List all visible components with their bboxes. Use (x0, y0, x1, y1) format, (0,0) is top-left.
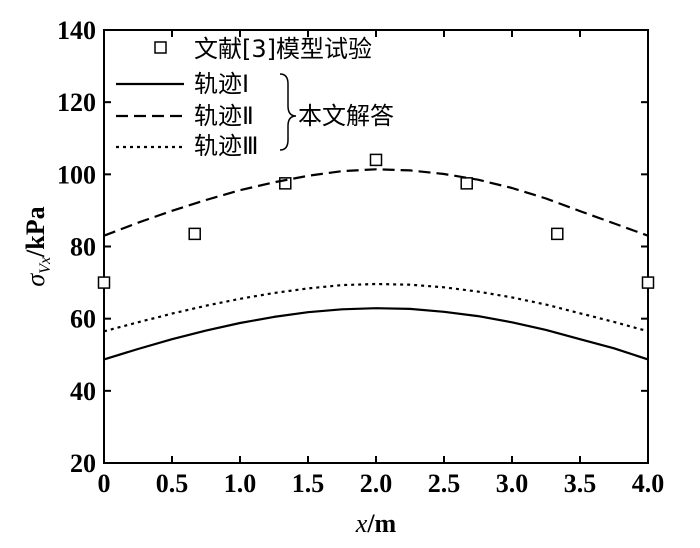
series-line-trajectory-3 (103, 282, 649, 333)
series-line-trajectory-2 (103, 168, 649, 237)
y-tick-label: 60 (70, 305, 96, 334)
series-line-trajectory-1 (103, 307, 649, 361)
x-tick-label: 2.5 (428, 469, 461, 498)
x-tick-label: 1.5 (292, 469, 325, 498)
y-tick-label: 140 (57, 16, 96, 45)
x-tick-label: 3.0 (496, 469, 529, 498)
y-tick-label: 20 (70, 449, 96, 478)
legend-label-trajectory-2: 轨迹Ⅱ (194, 102, 254, 130)
data-point-experiment (279, 177, 292, 190)
legend-label-trajectory-1: 轨迹Ⅰ (194, 70, 249, 98)
y-tick-label: 100 (57, 160, 96, 189)
legend-label-experiment: 文献[3]模型试验 (194, 35, 372, 63)
legend-brace (279, 73, 297, 151)
y-tick-label: 120 (57, 88, 96, 117)
data-point-experiment (641, 276, 655, 289)
data-point-experiment (188, 227, 201, 241)
x-tick-label: 0.5 (156, 469, 189, 498)
x-tick-label: 1.0 (224, 469, 257, 498)
data-point-experiment (460, 177, 473, 190)
data-point-experiment (97, 276, 111, 289)
y-tick-label: 40 (70, 377, 96, 406)
plot-frame (103, 29, 649, 464)
legend: 文献[3]模型试验 轨迹Ⅰ 轨迹Ⅱ 轨迹Ⅲ 本文解答 (116, 35, 394, 160)
legend-marker-square (154, 41, 167, 54)
data-point-experiment (369, 153, 383, 167)
data-point-experiment (551, 227, 564, 241)
x-tick-label: 2.0 (360, 469, 393, 498)
x-tick-label: 0 (98, 469, 111, 498)
legend-label-trajectory-3: 轨迹Ⅲ (194, 132, 259, 160)
y-axis-title: σVx/kPa (21, 206, 54, 286)
x-axis-title: x/m (355, 509, 397, 538)
plot-area: 0 0.5 1.0 1.5 2.0 2.5 3.0 3.5 4.0 20 40 60 80 100 120 1… (21, 16, 664, 538)
x-tick-label: 3.5 (564, 469, 597, 498)
legend-group-label: 本文解答 (298, 102, 394, 130)
y-tick-label: 80 (70, 233, 96, 262)
x-tick-label: 4.0 (632, 469, 665, 498)
